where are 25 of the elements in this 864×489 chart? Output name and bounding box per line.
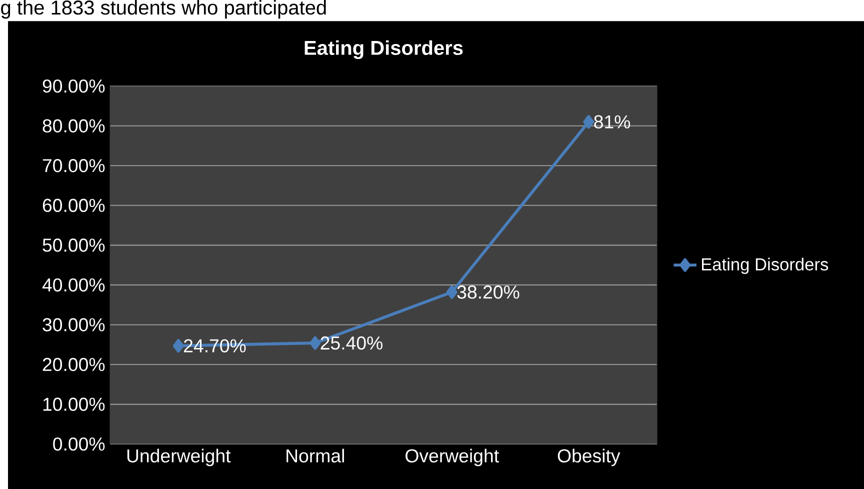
y-tick-label: 40.00% <box>42 278 105 292</box>
legend-label: Eating Disorders <box>702 258 828 274</box>
text: g the 1833 students who participated <box>1 0 326 19</box>
point <box>172 338 184 353</box>
x-tick-label: Overweight <box>406 448 499 466</box>
y-tick-label: 20.00% <box>42 358 105 372</box>
y-tick-label: 10.00% <box>43 398 105 411</box>
y-tick-label: 80.00% <box>42 119 105 132</box>
point <box>583 115 594 129</box>
chart-title: Eating Disorders <box>304 40 463 60</box>
y-tick-label: 90.00% <box>42 79 105 93</box>
y-tick-label: 50.00% <box>42 238 105 252</box>
point <box>446 285 458 299</box>
y-tick-label: 70.00% <box>42 158 105 172</box>
point <box>310 336 321 350</box>
y-tick-label: 30.00% <box>42 318 105 332</box>
x-tick-label: Obesity <box>558 448 620 466</box>
data-label: 38.20% <box>457 285 520 299</box>
data-label: 81% <box>594 115 630 128</box>
y-tick-label: 0.00% <box>53 437 105 451</box>
x-tick-label: Underweight <box>127 448 231 466</box>
x-tick-label: Normal <box>286 448 344 462</box>
y-tick-label: 60.00% <box>42 198 105 212</box>
data-label: 25.40% <box>320 336 382 350</box>
data-label: 24.70% <box>184 339 246 352</box>
